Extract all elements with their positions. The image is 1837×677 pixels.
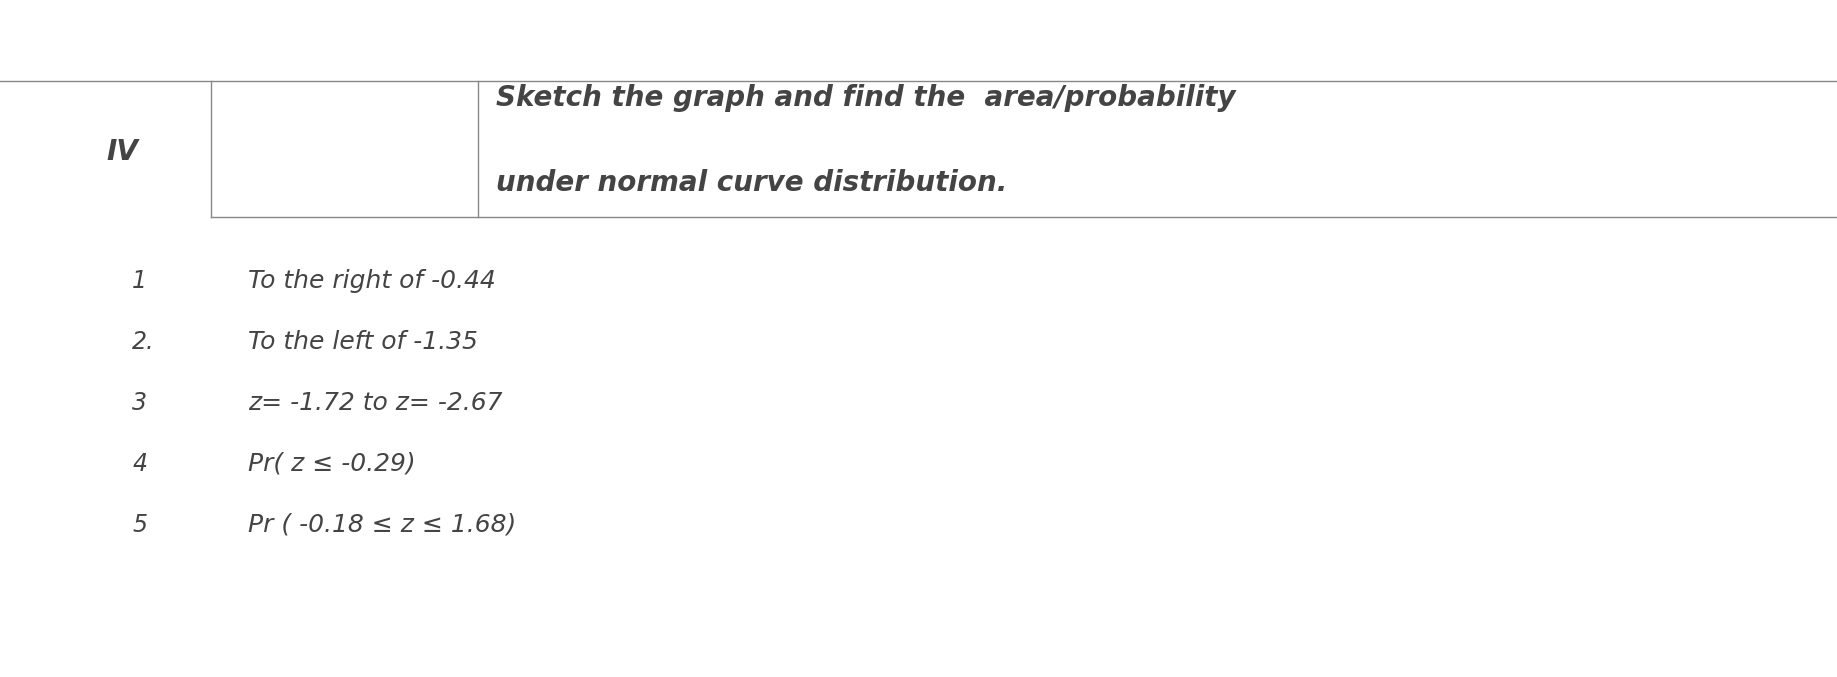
Text: 1: 1	[132, 269, 147, 293]
Text: 3: 3	[132, 391, 147, 415]
Text: Sketch the graph and find the  area/probability: Sketch the graph and find the area/proba…	[496, 84, 1236, 112]
Text: z= -1.72 to z= -2.67: z= -1.72 to z= -2.67	[248, 391, 503, 415]
Text: under normal curve distribution.: under normal curve distribution.	[496, 169, 1007, 197]
Text: To the right of -0.44: To the right of -0.44	[248, 269, 496, 293]
Text: To the left of -1.35: To the left of -1.35	[248, 330, 478, 354]
Text: 2.: 2.	[132, 330, 154, 354]
Text: Pr ( -0.18 ≤ z ≤ 1.68): Pr ( -0.18 ≤ z ≤ 1.68)	[248, 512, 516, 537]
Text: IV: IV	[107, 138, 138, 167]
Text: 4: 4	[132, 452, 147, 476]
Text: 5: 5	[132, 512, 147, 537]
Text: Pr( z ≤ -0.29): Pr( z ≤ -0.29)	[248, 452, 415, 476]
